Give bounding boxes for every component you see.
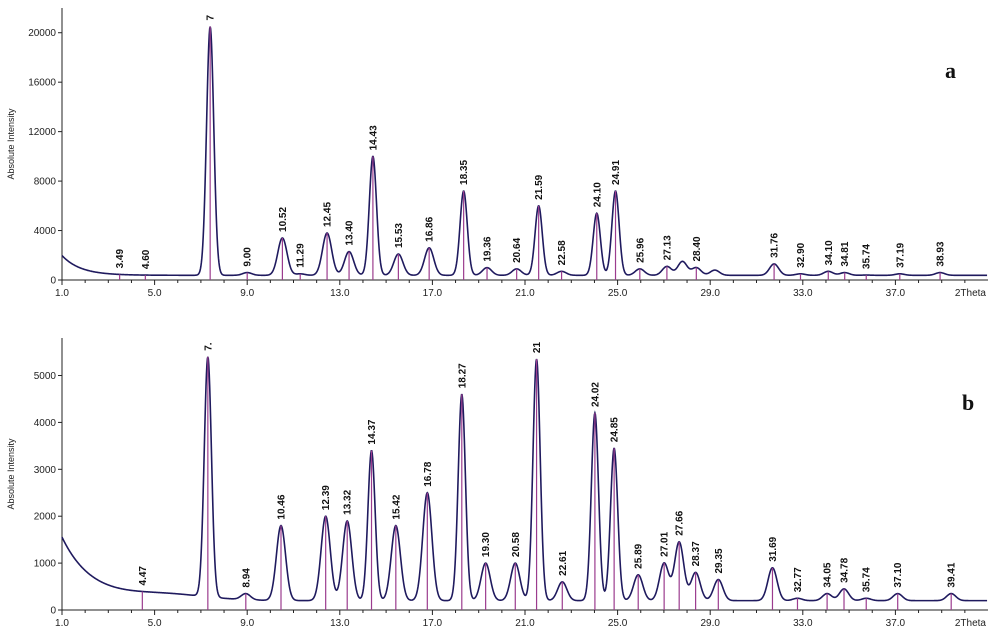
peak-label: 21 [532, 342, 543, 354]
x-tick-label: 1.0 [55, 618, 69, 629]
peak-label: 8.94 [241, 568, 252, 588]
x-tick-label: 5.0 [148, 618, 162, 629]
x-tick-label: 9.0 [240, 288, 254, 299]
peak-label: 38.93 [936, 241, 947, 266]
x-axis-end-label: 2Theta [955, 288, 987, 299]
peak-label: 32.77 [793, 567, 804, 592]
peak-label: 7. [203, 342, 214, 351]
x-tick-label: 33.0 [793, 618, 813, 629]
peak-label: 34.81 [840, 241, 851, 266]
peak-label: 20.64 [512, 237, 523, 262]
peak-label: 10.46 [276, 494, 287, 519]
y-tick-label: 4000 [34, 418, 57, 429]
peak-label: 20.58 [511, 532, 522, 557]
peak-label: 4.60 [141, 249, 152, 269]
x-tick-label: 25.0 [608, 288, 628, 299]
peak-label: 7 [206, 15, 217, 21]
peak-label: 35.74 [862, 244, 873, 269]
peak-label: 16.86 [425, 216, 436, 241]
peak-label: 10.52 [278, 206, 289, 231]
peak-label: 16.78 [423, 461, 434, 486]
peak-label: 24.02 [590, 382, 601, 407]
peak-label: 4.47 [138, 566, 149, 586]
x-tick-label: 17.0 [423, 618, 443, 629]
peak-label: 14.37 [367, 419, 378, 444]
x-tick-label: 21.0 [515, 288, 535, 299]
peak-label: 12.45 [323, 202, 334, 227]
y-tick-label: 3000 [34, 465, 57, 476]
peak-label: 37.10 [893, 562, 904, 587]
peak-label: 39.41 [947, 562, 958, 587]
peak-label: 21.59 [534, 174, 545, 199]
x-tick-label: 1.0 [55, 288, 69, 299]
peak-label: 31.76 [770, 232, 781, 257]
peak-label: 31.69 [768, 536, 779, 561]
peak-label: 3.49 [115, 249, 126, 269]
x-tick-label: 21.0 [515, 618, 535, 629]
y-tick-label: 4000 [34, 226, 57, 237]
peak-label: 18.35 [459, 160, 470, 185]
y-tick-label: 2000 [34, 512, 57, 523]
peak-label: 27.66 [675, 510, 686, 535]
x-tick-label: 17.0 [423, 288, 443, 299]
y-tick-label: 1000 [34, 559, 57, 570]
y-tick-label: 16000 [28, 78, 56, 89]
y-tick-label: 8000 [34, 177, 57, 188]
peak-label: 27.13 [662, 235, 673, 260]
x-tick-label: 13.0 [330, 618, 350, 629]
x-tick-label: 37.0 [886, 618, 906, 629]
peak-label: 29.35 [714, 548, 725, 573]
peak-label: 12.39 [321, 485, 332, 510]
x-tick-label: 13.0 [330, 288, 350, 299]
peak-label: 35.74 [862, 567, 873, 592]
x-tick-label: 37.0 [886, 288, 906, 299]
peak-label: 37.19 [895, 242, 906, 267]
peak-label: 25.96 [635, 237, 646, 262]
peak-label: 25.89 [634, 543, 645, 568]
y-tick-label: 5000 [34, 371, 57, 382]
panel-letter: b [962, 390, 974, 415]
y-axis-label: Absolute Intensity [6, 108, 16, 180]
peak-label: 13.40 [345, 220, 356, 245]
peak-label: 14.43 [368, 125, 379, 150]
peak-label: 15.42 [391, 494, 402, 519]
peak-label: 27.01 [660, 531, 671, 556]
peak-label: 24.85 [610, 417, 621, 442]
y-tick-label: 0 [50, 606, 56, 617]
y-tick-label: 12000 [28, 127, 56, 138]
x-tick-label: 29.0 [700, 618, 720, 629]
x-axis-end-label: 2Theta [955, 618, 987, 629]
peak-label: 24.10 [592, 182, 603, 207]
peak-label: 34.05 [823, 562, 834, 587]
x-tick-label: 33.0 [793, 288, 813, 299]
y-tick-label: 20000 [28, 28, 56, 39]
peak-label: 32.90 [796, 242, 807, 267]
panel-letter: a [945, 58, 956, 83]
peak-label: 34.10 [824, 240, 835, 265]
y-tick-label: 0 [50, 276, 56, 287]
panel-a-chart: 0 4000 8000 12000 16000 20000 1.0 5.0 9.0 13.0 17.… [6, 8, 988, 299]
x-tick-label: 25.0 [608, 618, 628, 629]
peak-label: 19.36 [483, 236, 494, 261]
peak-label: 9.00 [243, 247, 254, 267]
peak-label: 28.37 [691, 541, 702, 566]
peak-label: 19.30 [481, 532, 492, 557]
peak-label: 18.27 [457, 363, 468, 388]
peak-label: 22.61 [558, 550, 569, 575]
y-axis-label: Absolute Intensity [6, 438, 16, 510]
x-tick-label: 29.0 [700, 288, 720, 299]
x-tick-label: 9.0 [240, 618, 254, 629]
peak-label: 28.40 [692, 236, 703, 261]
peak-label: 24.91 [611, 160, 622, 185]
peak-label: 15.53 [394, 223, 405, 248]
peak-label: 11.29 [296, 243, 307, 268]
peak-label: 34.78 [840, 557, 851, 582]
peak-label: 22.58 [557, 240, 568, 265]
panel-b-chart: 0 1000 2000 3000 4000 5000 1.0 5.0 9.0 13.0 17.0 21… [6, 338, 988, 629]
intensity-trace [61, 26, 988, 277]
peak-label: 13.32 [343, 489, 354, 514]
x-tick-label: 5.0 [148, 288, 162, 299]
intensity-trace [61, 356, 988, 602]
